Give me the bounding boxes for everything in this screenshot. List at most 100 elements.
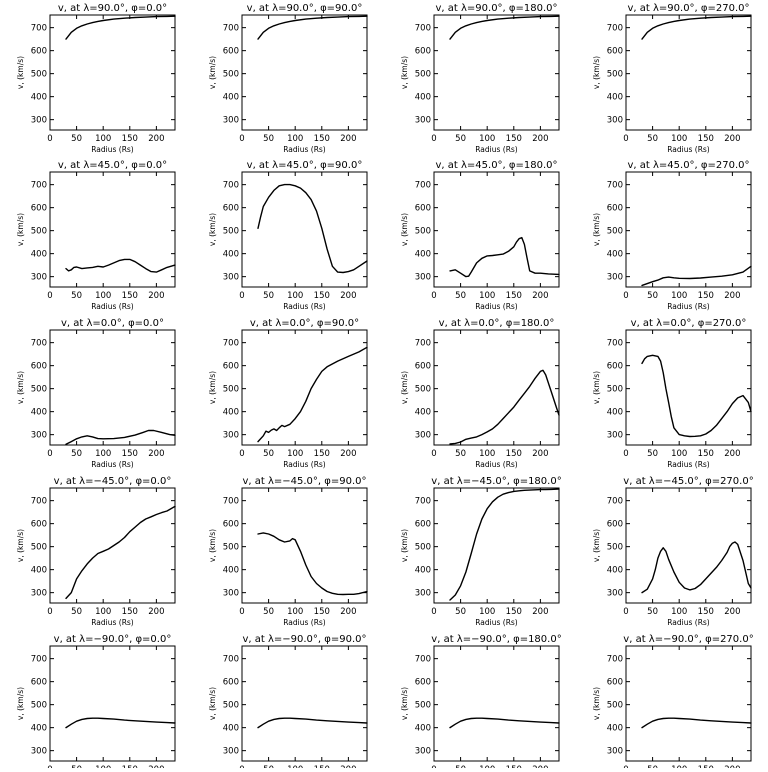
velocity-line <box>449 369 560 445</box>
y-tick-label: 700 <box>31 497 47 507</box>
y-tick-label: 600 <box>31 47 47 57</box>
x-tick-label: 150 <box>506 449 522 459</box>
x-tick-label: 150 <box>122 449 138 459</box>
y-axis-label: v, (km/s) <box>208 529 217 562</box>
y-tick-label: 500 <box>31 385 47 395</box>
x-tick-label: 150 <box>122 607 138 617</box>
panel-title: v, at λ=45.0°, φ=0.0° <box>58 160 167 171</box>
y-axis-label: v, (km/s) <box>208 371 217 404</box>
plot-frame <box>625 14 752 131</box>
y-tick-label: 600 <box>607 520 623 530</box>
y-tick-label: 700 <box>607 181 623 191</box>
y-tick-label: 300 <box>607 431 623 441</box>
y-axis-label: v, (km/s) <box>592 371 601 404</box>
y-tick-label: 600 <box>415 47 431 57</box>
y-tick-label: 700 <box>415 497 431 507</box>
x-tick-label: 0 <box>623 449 628 459</box>
x-tick-label: 0 <box>47 607 52 617</box>
x-axis-label: Radius (Rs) <box>283 460 326 469</box>
panel-title: v, at λ=−45.0°, φ=180.0° <box>431 476 561 487</box>
plot-frame <box>49 487 176 604</box>
plot-frame <box>433 645 560 762</box>
y-tick-label: 400 <box>31 408 47 418</box>
panel-13: v, at λ=−45.0°, φ=0.0° 0 50 100 150 200 300 400… <box>16 476 176 627</box>
y-tick-label: 300 <box>31 431 47 441</box>
y-tick-label: 500 <box>223 227 239 237</box>
plot-frame <box>625 329 752 446</box>
x-tick-label: 150 <box>698 134 714 144</box>
y-tick-label: 300 <box>415 431 431 441</box>
y-tick-label: 700 <box>607 339 623 349</box>
panel-title: v, at λ=−90.0°, φ=0.0° <box>54 634 172 645</box>
x-tick-label: 50 <box>263 449 274 459</box>
y-axis-label: v, (km/s) <box>592 213 601 246</box>
x-axis-label: Radius (Rs) <box>283 145 326 154</box>
panel-title: v, at λ=90.0°, φ=180.0° <box>435 3 557 14</box>
y-tick-label: 500 <box>415 701 431 711</box>
x-tick-label: 150 <box>698 449 714 459</box>
velocity-line <box>65 15 176 40</box>
x-axis-label: Radius (Rs) <box>91 302 134 311</box>
x-tick-label: 50 <box>647 449 658 459</box>
panel-20: v, at λ=−90.0°, φ=270.0°0501001502003004… <box>592 634 754 772</box>
y-tick-label: 300 <box>415 273 431 283</box>
y-tick-label: 500 <box>31 227 47 237</box>
x-tick-label: 0 <box>623 607 628 617</box>
x-tick-label: 200 <box>340 607 356 617</box>
velocity-line <box>65 717 176 729</box>
panel-18: v, at λ=−90.0°, φ=90.0°05010015020030040… <box>208 634 368 772</box>
y-tick-label: 300 <box>31 116 47 126</box>
y-tick-label: 700 <box>31 655 47 665</box>
y-tick-label: 500 <box>223 385 239 395</box>
y-tick-label: 400 <box>607 566 623 576</box>
plot-frame <box>241 14 368 131</box>
plot-frame <box>241 487 368 604</box>
x-axis-label: Radius (Rs) <box>667 618 710 627</box>
x-tick-label: 50 <box>263 291 274 301</box>
x-tick-label: 100 <box>671 607 687 617</box>
plot-frame <box>433 487 560 604</box>
y-tick-label: 500 <box>31 543 47 553</box>
x-tick-label: 50 <box>71 134 82 144</box>
x-tick-label: 0 <box>47 134 52 144</box>
y-tick-label: 500 <box>607 227 623 237</box>
x-tick-label: 200 <box>340 134 356 144</box>
panel-title: v, at λ=45.0°, φ=90.0° <box>247 160 363 171</box>
x-tick-label: 100 <box>479 449 495 459</box>
x-axis-label: Radius (Rs) <box>667 460 710 469</box>
y-tick-label: 700 <box>31 339 47 349</box>
x-tick-label: 100 <box>95 134 111 144</box>
plot-frame <box>49 171 176 288</box>
x-tick-label: 200 <box>148 449 164 459</box>
y-tick-label: 500 <box>223 701 239 711</box>
x-axis-label: Radius (Rs) <box>283 618 326 627</box>
plot-frame <box>625 171 752 288</box>
y-tick-label: 500 <box>415 385 431 395</box>
x-tick-label: 150 <box>314 134 330 144</box>
plot-frame <box>241 645 368 762</box>
panel-title: v, at λ=45.0°, φ=180.0° <box>435 160 557 171</box>
plot-frame <box>49 14 176 131</box>
x-tick-label: 0 <box>239 291 244 301</box>
y-tick-label: 400 <box>415 250 431 260</box>
panel-7: v, at λ=45.0°, φ=180.0° 0 50 100 150 200 300 40… <box>400 160 560 311</box>
y-tick-label: 700 <box>31 24 47 34</box>
panel-4: v, at λ=90.0°, φ=270.0° 0 50 100 150 200 300 40… <box>592 3 752 154</box>
x-axis-label: Radius (Rs) <box>475 145 518 154</box>
y-tick-label: 500 <box>607 385 623 395</box>
x-tick-label: 50 <box>647 607 658 617</box>
x-tick-label: 50 <box>71 607 82 617</box>
y-tick-label: 400 <box>415 408 431 418</box>
y-axis-label: v, (km/s) <box>592 687 601 720</box>
plot-frame <box>625 645 752 762</box>
velocity-line <box>257 346 368 443</box>
panel-8: v, at λ=45.0°, φ=270.0° 0 50 100 150 200 300 40… <box>592 160 752 311</box>
velocity-line <box>449 717 560 729</box>
x-tick-label: 100 <box>95 607 111 617</box>
x-tick-label: 200 <box>724 134 740 144</box>
y-tick-label: 700 <box>31 181 47 191</box>
y-tick-label: 600 <box>415 678 431 688</box>
plot-frame <box>241 329 368 446</box>
x-tick-label: 100 <box>479 134 495 144</box>
y-tick-label: 600 <box>223 47 239 57</box>
